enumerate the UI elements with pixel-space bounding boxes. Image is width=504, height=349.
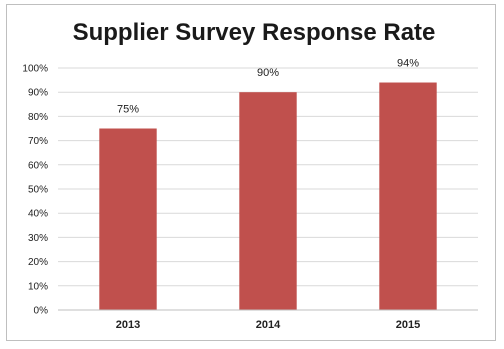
- y-tick-label: 70%: [28, 136, 48, 147]
- y-tick-label: 20%: [28, 257, 48, 268]
- y-tick-label: 80%: [28, 112, 48, 123]
- x-tick-label: 2015: [396, 319, 420, 331]
- data-label: 94%: [397, 58, 419, 70]
- bar: [99, 128, 157, 310]
- x-tick-label: 2014: [256, 319, 281, 331]
- bar: [379, 82, 437, 311]
- bars: [99, 82, 437, 311]
- y-tick-label: 50%: [28, 185, 48, 196]
- y-tick-label: 100%: [22, 64, 48, 75]
- y-tick-label: 0%: [34, 306, 49, 317]
- y-tick-label: 60%: [28, 160, 48, 171]
- y-tick-label: 90%: [28, 88, 48, 99]
- chart-title: Supplier Survey Response Rate: [73, 19, 436, 46]
- y-tick-label: 10%: [28, 281, 48, 292]
- y-tick-label: 30%: [28, 233, 48, 244]
- data-label: 90%: [257, 67, 279, 79]
- bar: [239, 92, 297, 310]
- y-tick-label: 40%: [28, 209, 48, 220]
- data-labels: 75% 90% 94%: [117, 58, 419, 116]
- x-tick-label: 2013: [116, 319, 140, 331]
- x-axis-tick-labels: 2013 2014 2015: [116, 319, 420, 331]
- data-label: 75%: [117, 104, 139, 116]
- y-axis-tick-labels: 0% 10% 20% 30% 40% 50% 60% 70% 80% 90% 100%: [22, 64, 48, 317]
